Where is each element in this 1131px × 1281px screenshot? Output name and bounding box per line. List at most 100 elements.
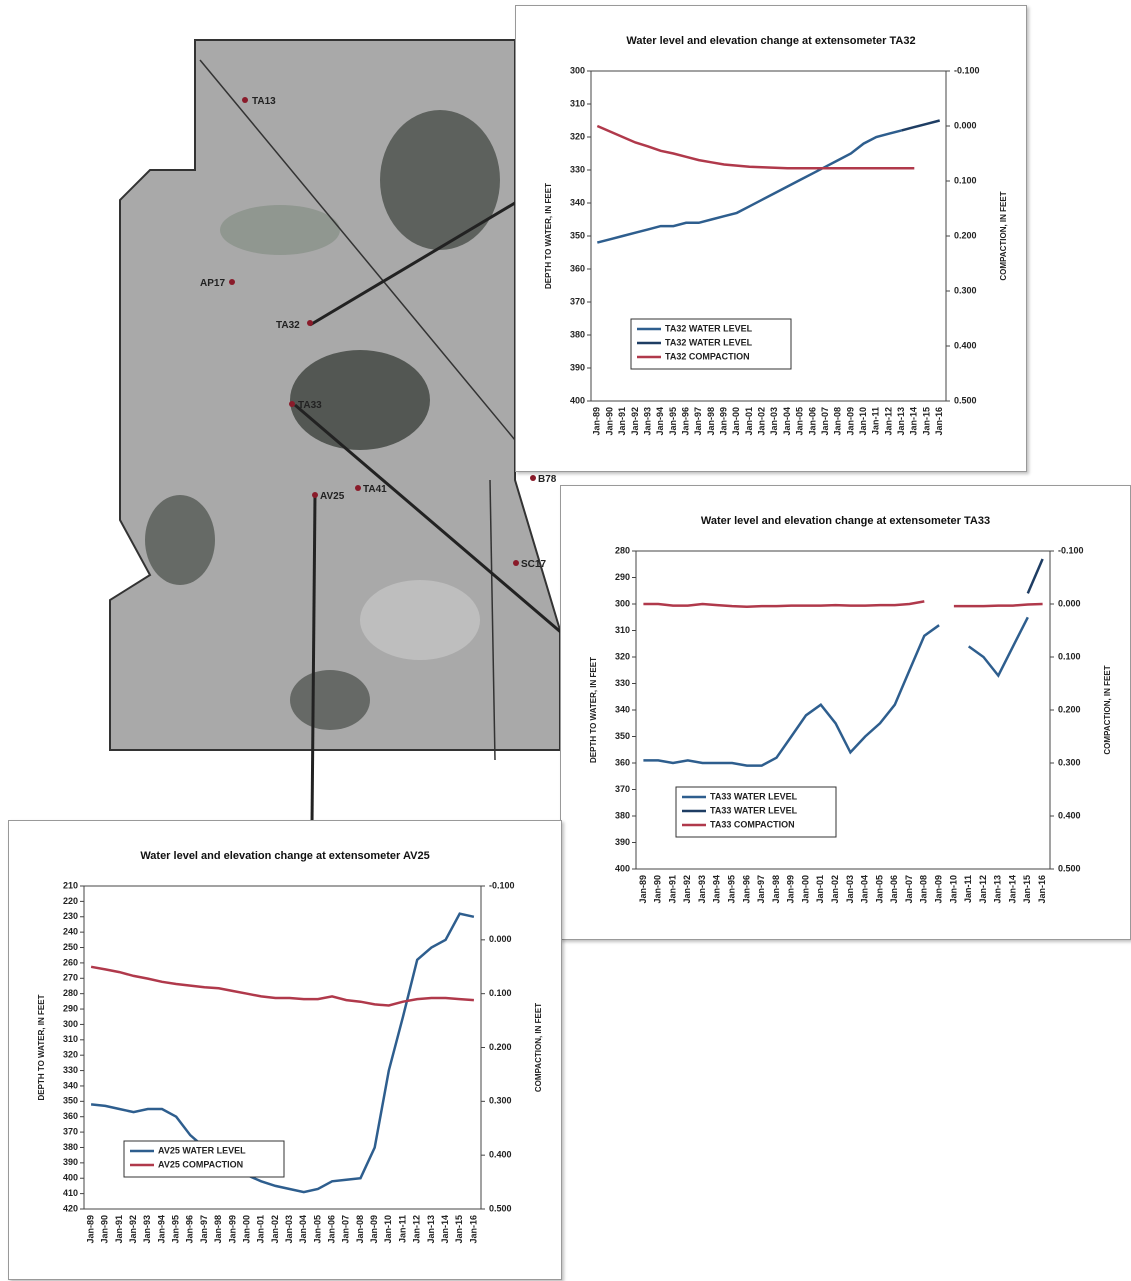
x-tick-label: Jan-96 bbox=[185, 1215, 195, 1244]
y2-tick-label: 0.100 bbox=[1058, 651, 1081, 661]
series-line bbox=[90, 965, 474, 1007]
x-tick-label: Jan-97 bbox=[756, 875, 766, 904]
y2-axis-label: COMPACTION, IN FEET bbox=[534, 1003, 543, 1092]
x-tick-label: Jan-94 bbox=[156, 1215, 166, 1244]
x-tick-label: Jan-04 bbox=[298, 1215, 308, 1244]
x-tick-label: Jan-02 bbox=[757, 407, 767, 436]
x-tick-label: Jan-96 bbox=[680, 407, 690, 436]
x-tick-label: Jan-91 bbox=[617, 407, 627, 436]
x-tick-label: Jan-09 bbox=[369, 1215, 379, 1244]
series-line bbox=[90, 912, 475, 1194]
x-tick-label: Jan-99 bbox=[786, 875, 796, 904]
y-tick-label: 320 bbox=[570, 131, 585, 141]
x-tick-label: Jan-98 bbox=[706, 407, 716, 436]
y-tick-label: 330 bbox=[570, 164, 585, 174]
x-tick-label: Jan-08 bbox=[833, 407, 843, 436]
y2-tick-label: 0.200 bbox=[489, 1042, 512, 1052]
x-tick-label: Jan-11 bbox=[397, 1215, 407, 1243]
mountain bbox=[290, 670, 370, 730]
x-tick-label: Jan-95 bbox=[726, 875, 736, 904]
y-tick-label: 290 bbox=[615, 572, 630, 582]
x-tick-label: Jan-00 bbox=[800, 875, 810, 904]
x-tick-label: Jan-07 bbox=[820, 407, 830, 436]
connector bbox=[294, 403, 571, 642]
y2-tick-label: 0.300 bbox=[1058, 757, 1081, 767]
x-tick-label: Jan-06 bbox=[327, 1215, 337, 1244]
x-tick-label: Jan-07 bbox=[904, 875, 914, 904]
y2-tick-label: 0.000 bbox=[954, 120, 977, 130]
dry-lake bbox=[360, 580, 480, 660]
y-tick-label: 390 bbox=[615, 837, 630, 847]
y2-axis-label: COMPACTION, IN FEET bbox=[1103, 665, 1112, 754]
y-tick-label: 340 bbox=[570, 197, 585, 207]
y-tick-label: 310 bbox=[63, 1034, 78, 1044]
station-dot bbox=[229, 279, 235, 285]
y-tick-label: 340 bbox=[615, 704, 630, 714]
x-tick-label: Jan-03 bbox=[284, 1215, 294, 1244]
x-tick-label: Jan-89 bbox=[638, 875, 648, 904]
y2-tick-label: 0.000 bbox=[1058, 598, 1081, 608]
y-tick-label: 370 bbox=[615, 784, 630, 794]
x-tick-label: Jan-93 bbox=[142, 1215, 152, 1244]
station-dot bbox=[513, 560, 519, 566]
x-tick-label: Jan-09 bbox=[933, 875, 943, 904]
y2-tick-label: -0.100 bbox=[1058, 545, 1084, 555]
y-tick-label: 390 bbox=[570, 362, 585, 372]
y-tick-label: 350 bbox=[570, 230, 585, 240]
legend-label: AV25 COMPACTION bbox=[158, 1159, 243, 1169]
x-tick-label: Jan-13 bbox=[426, 1215, 436, 1244]
station-dot bbox=[355, 485, 361, 491]
x-tick-label: Jan-01 bbox=[256, 1215, 266, 1244]
y-tick-label: 420 bbox=[63, 1203, 78, 1213]
station-dot bbox=[242, 97, 248, 103]
y-tick-label: 360 bbox=[63, 1111, 78, 1121]
series-line bbox=[596, 129, 902, 244]
x-tick-label: Jan-92 bbox=[682, 875, 692, 904]
station-dot bbox=[307, 320, 313, 326]
legend-label: TA33 COMPACTION bbox=[710, 819, 795, 829]
series-line bbox=[643, 600, 1043, 608]
x-tick-label: Jan-01 bbox=[744, 407, 754, 436]
x-tick-label: Jan-08 bbox=[355, 1215, 365, 1244]
y2-tick-label: 0.400 bbox=[1058, 810, 1081, 820]
y-tick-label: 390 bbox=[63, 1157, 78, 1167]
series-line bbox=[643, 616, 1029, 767]
y-tick-label: 250 bbox=[63, 942, 78, 952]
x-tick-label: Jan-06 bbox=[889, 875, 899, 904]
y-axis-label: DEPTH TO WATER, IN FEET bbox=[589, 657, 598, 763]
chart: Water level and elevation change at exte… bbox=[544, 35, 1008, 436]
x-tick-label: Jan-05 bbox=[874, 875, 884, 904]
road bbox=[489, 479, 496, 761]
chart-panel: Water level and elevation change at exte… bbox=[515, 5, 1027, 472]
x-tick-label: Jan-91 bbox=[667, 875, 677, 904]
y-tick-label: 310 bbox=[570, 98, 585, 108]
x-tick-label: Jan-90 bbox=[100, 1215, 110, 1244]
x-tick-label: Jan-99 bbox=[719, 407, 729, 436]
x-tick-label: Jan-89 bbox=[85, 1215, 95, 1244]
chart-title: Water level and elevation change at exte… bbox=[140, 850, 429, 862]
x-tick-label: Jan-12 bbox=[412, 1215, 422, 1244]
y-tick-label: 400 bbox=[63, 1173, 78, 1183]
x-tick-label: Jan-10 bbox=[383, 1215, 393, 1244]
mountain bbox=[380, 110, 500, 250]
chart: Water level and elevation change at exte… bbox=[589, 515, 1112, 904]
station-label: AP17 bbox=[200, 278, 225, 289]
y2-tick-label: 0.500 bbox=[1058, 863, 1081, 873]
y2-tick-label: -0.100 bbox=[489, 880, 515, 890]
y-tick-label: 380 bbox=[63, 1142, 78, 1152]
series-line bbox=[597, 126, 939, 168]
y-tick-label: 340 bbox=[63, 1080, 78, 1090]
x-tick-label: Jan-13 bbox=[896, 407, 906, 436]
x-tick-label: Jan-10 bbox=[948, 875, 958, 904]
legend-label: TA32 WATER LEVEL bbox=[665, 323, 753, 333]
x-tick-label: Jan-93 bbox=[642, 407, 652, 436]
x-tick-label: Jan-01 bbox=[815, 875, 825, 904]
y-tick-label: 380 bbox=[570, 329, 585, 339]
legend-label: TA32 COMPACTION bbox=[665, 351, 750, 361]
farmland bbox=[220, 205, 340, 255]
y2-tick-label: 0.100 bbox=[954, 175, 977, 185]
x-tick-label: Jan-16 bbox=[468, 1215, 478, 1244]
y-tick-label: 320 bbox=[63, 1050, 78, 1060]
x-tick-label: Jan-97 bbox=[693, 407, 703, 436]
